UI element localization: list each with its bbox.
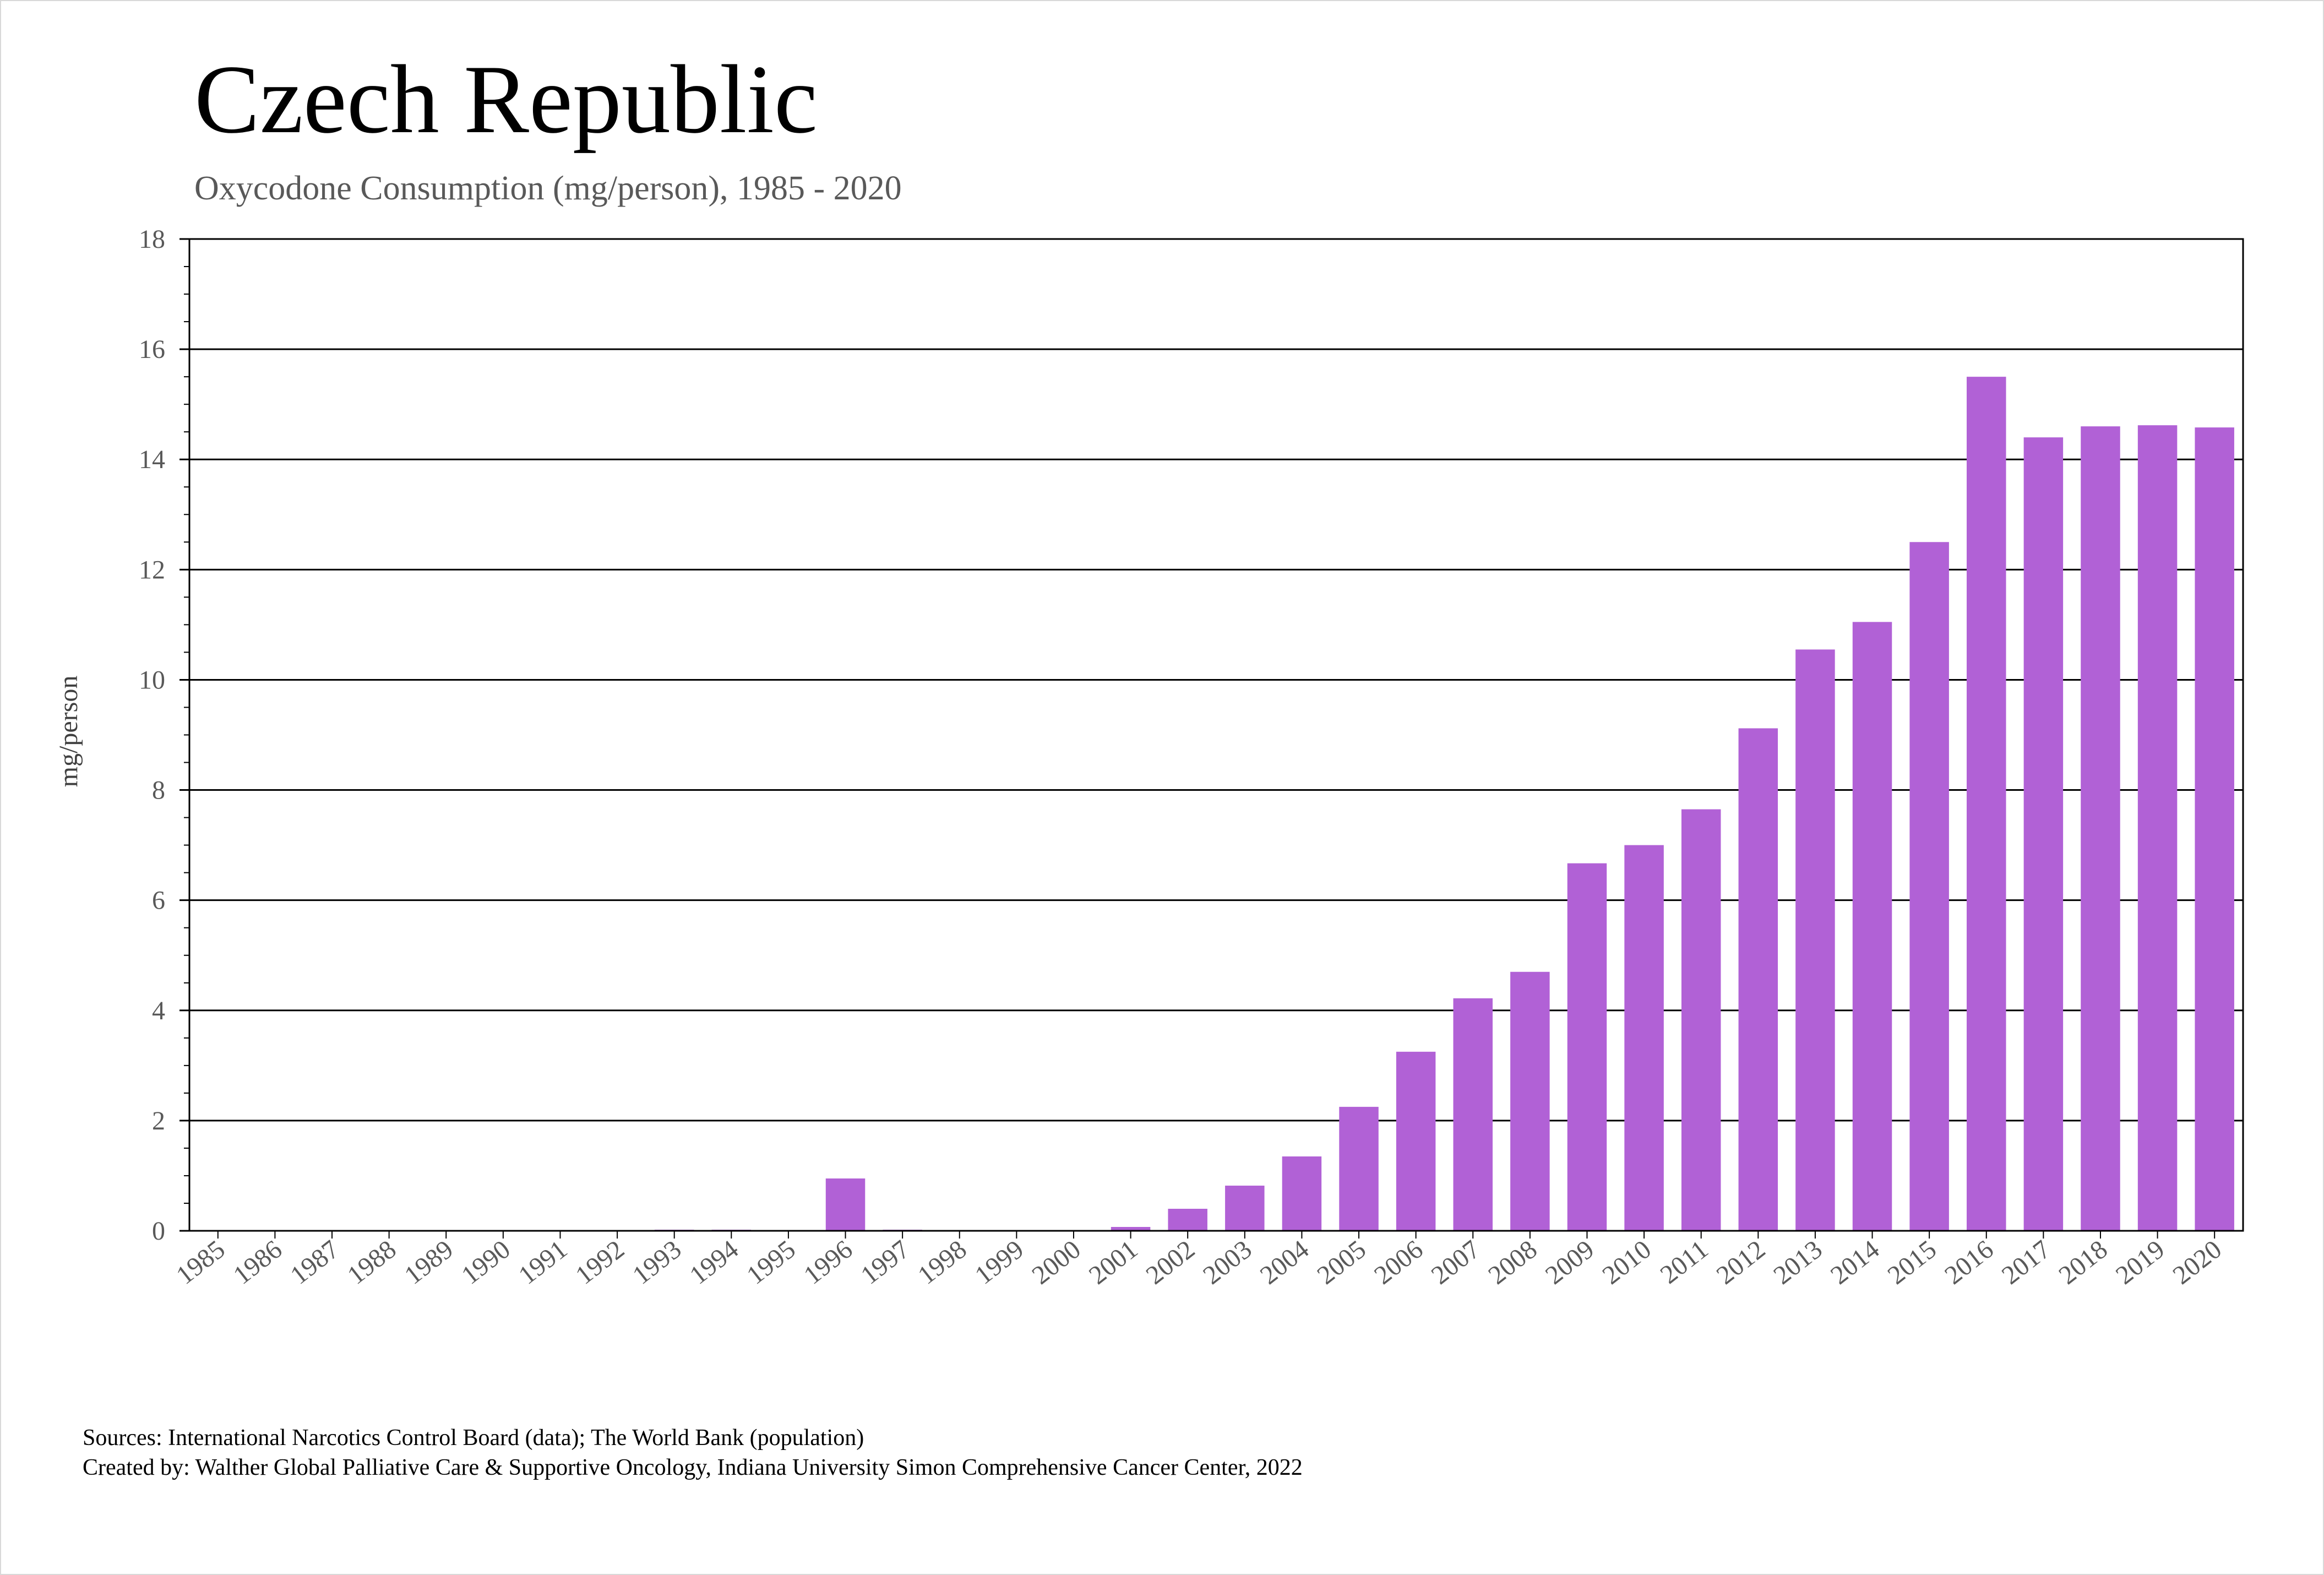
bar-2007 xyxy=(1453,998,1493,1231)
x-tick-label: 1992 xyxy=(570,1235,630,1290)
bar-2018 xyxy=(2081,426,2120,1231)
axes xyxy=(179,238,2244,1239)
x-tick-label: 1986 xyxy=(228,1235,287,1290)
x-tick-label: 2008 xyxy=(1483,1235,1542,1290)
y-tick-label: 8 xyxy=(152,776,165,805)
bar-1996 xyxy=(825,1178,866,1231)
plot-border xyxy=(188,238,2244,1232)
x-tick-label: 2005 xyxy=(1312,1235,1371,1290)
x-tick-label: 1985 xyxy=(171,1235,230,1290)
bar-2011 xyxy=(1681,809,1721,1231)
bar-2003 xyxy=(1225,1185,1265,1231)
x-tick-label: 2014 xyxy=(1825,1235,1885,1290)
x-tick-label: 2006 xyxy=(1369,1235,1428,1290)
y-tick-label: 14 xyxy=(139,445,165,474)
y-tick-labels: 0 2 4 6 8 10 12 14 16 18 xyxy=(139,225,165,1246)
y-tick-label: 18 xyxy=(139,225,165,254)
y-tick-label: 0 xyxy=(152,1216,165,1246)
bar-2001 xyxy=(1111,1226,1151,1231)
x-tick-label: 2017 xyxy=(1996,1235,2056,1290)
x-tick-label: 1998 xyxy=(912,1235,972,1290)
bar-2016 xyxy=(1967,377,2006,1231)
x-tick-label: 2015 xyxy=(1882,1235,1942,1290)
x-tick-label: 2011 xyxy=(1655,1235,1714,1290)
x-tick-labels: 1985198619871988198919901991199219931994… xyxy=(171,1235,2227,1290)
bar-2005 xyxy=(1339,1106,1379,1231)
x-tick-label: 1990 xyxy=(456,1235,515,1290)
bar-2008 xyxy=(1510,971,1550,1231)
bar-2013 xyxy=(1795,649,1835,1231)
bar-2015 xyxy=(1909,542,1949,1231)
x-tick-label: 2000 xyxy=(1026,1235,1086,1290)
bars xyxy=(654,377,2234,1231)
y-tick-label: 4 xyxy=(152,996,165,1025)
y-tick-label: 10 xyxy=(139,665,165,694)
x-tick-label: 2012 xyxy=(1711,1235,1771,1290)
x-tick-label: 2019 xyxy=(2110,1235,2170,1290)
x-tick-label: 1989 xyxy=(399,1235,459,1290)
x-tick-label: 1993 xyxy=(627,1235,687,1290)
chart-subtitle: Oxycodone Consumption (mg/person), 1985 … xyxy=(194,170,902,207)
x-tick-label: 1995 xyxy=(741,1235,801,1290)
x-tick-label: 2004 xyxy=(1255,1235,1314,1290)
bar-2012 xyxy=(1738,728,1778,1231)
y-tick-label: 16 xyxy=(139,335,165,364)
footer-created-by: Created by: Walther Global Palliative Ca… xyxy=(83,1455,1303,1480)
x-tick-label: 1999 xyxy=(970,1235,1029,1290)
bar-2014 xyxy=(1852,622,1892,1231)
chart-title: Czech Republic xyxy=(194,45,818,154)
bar-2010 xyxy=(1624,845,1664,1231)
x-tick-label: 1994 xyxy=(684,1235,744,1290)
bar-2009 xyxy=(1567,863,1607,1231)
y-axis-label: mg/person xyxy=(54,676,83,788)
x-tick-label: 1988 xyxy=(342,1235,401,1290)
x-tick-label: 2003 xyxy=(1198,1235,1257,1290)
x-tick-label: 2013 xyxy=(1768,1235,1827,1290)
bar-2002 xyxy=(1168,1208,1207,1231)
y-tick-label: 12 xyxy=(139,555,165,584)
x-tick-label: 2018 xyxy=(2053,1235,2113,1290)
bar-2019 xyxy=(2137,425,2178,1231)
y-tick-label: 6 xyxy=(152,886,165,915)
y-tick-label: 2 xyxy=(152,1106,165,1136)
x-tick-label: 2009 xyxy=(1540,1235,1599,1290)
x-tick-label: 1997 xyxy=(856,1235,915,1290)
bar-2004 xyxy=(1282,1156,1322,1231)
bar-2017 xyxy=(2023,437,2064,1231)
x-tick-label: 2007 xyxy=(1426,1235,1485,1290)
x-tick-label: 1987 xyxy=(285,1235,345,1290)
x-tick-label: 1996 xyxy=(798,1235,858,1290)
x-tick-label: 2002 xyxy=(1141,1235,1200,1290)
bar-2020 xyxy=(2195,427,2234,1231)
x-tick-label: 2010 xyxy=(1597,1235,1657,1290)
x-tick-label: 1991 xyxy=(513,1235,573,1290)
x-tick-label: 2020 xyxy=(2168,1235,2227,1290)
footer-sources: Sources: International Narcotics Control… xyxy=(83,1425,864,1451)
x-tick-label: 2016 xyxy=(1939,1235,1999,1290)
bar-2006 xyxy=(1396,1051,1436,1231)
x-tick-label: 2001 xyxy=(1084,1235,1143,1290)
